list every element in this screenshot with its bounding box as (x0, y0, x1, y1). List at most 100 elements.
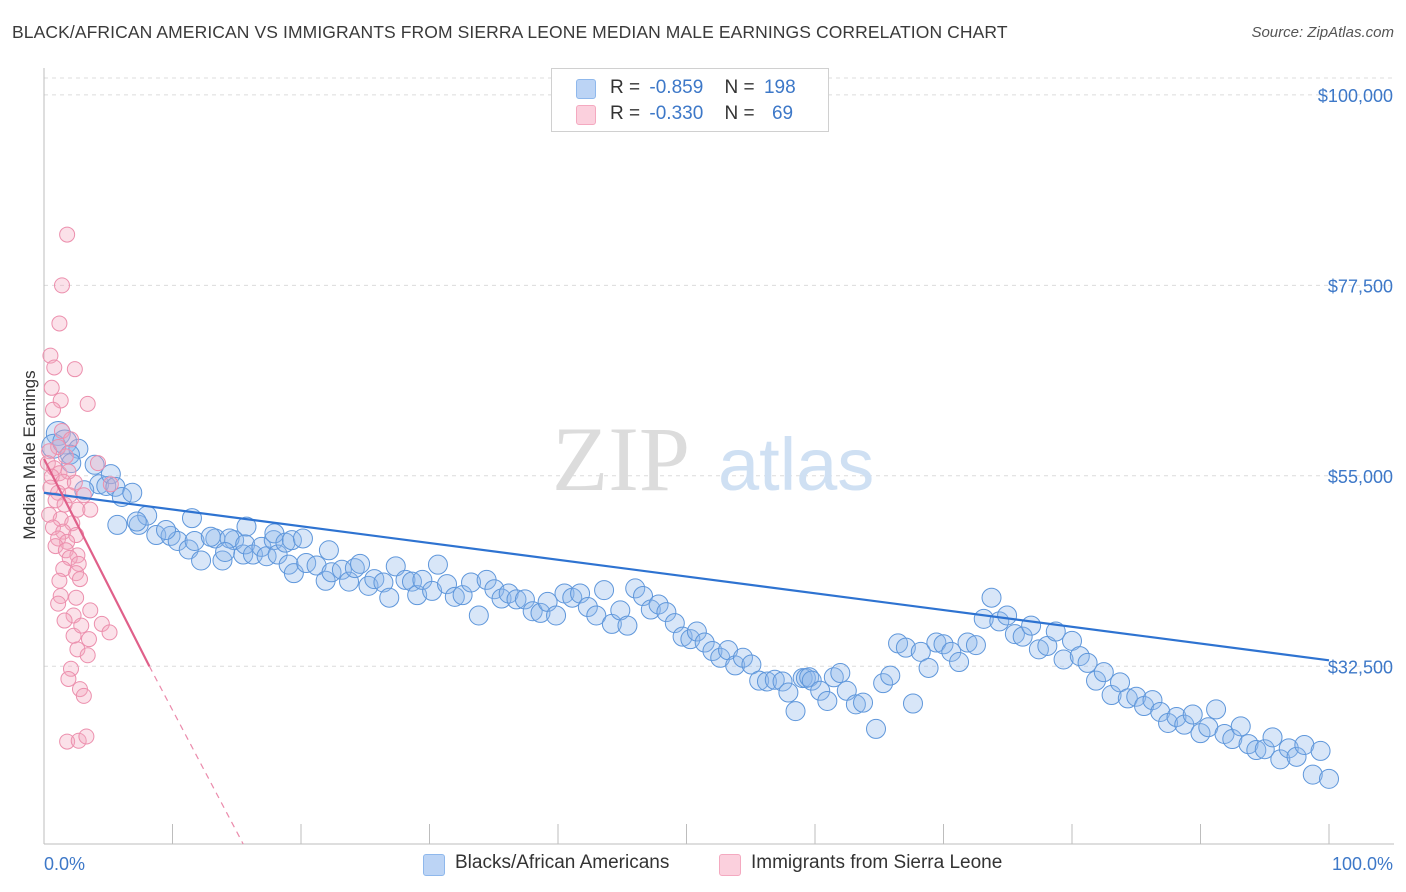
data-point-sierra-leone (59, 733, 76, 750)
data-point-sierra-leone (55, 560, 72, 577)
data-point-blacks (749, 670, 770, 691)
correlation-legend: R = -0.859 N = 198 R = -0.330 N = 69 (551, 68, 829, 132)
data-point-blacks (1294, 734, 1315, 755)
data-point-blacks (107, 514, 128, 535)
data-point-blacks (89, 474, 110, 495)
data-point-blacks (1110, 672, 1131, 693)
data-point-sierra-leone (82, 501, 99, 518)
data-point-blacks (331, 559, 352, 580)
data-point-blacks (546, 605, 567, 626)
data-point-sierra-leone (53, 277, 70, 294)
data-point-blacks (764, 669, 785, 690)
data-point-blacks (625, 578, 646, 599)
data-point-blacks (772, 671, 793, 692)
data-point-sierra-leone (73, 617, 90, 634)
chart-title: BLACK/AFRICAN AMERICAN VS IMMIGRANTS FRO… (12, 22, 1008, 42)
data-point-blacks (156, 519, 177, 540)
data-point-blacks (902, 693, 923, 714)
data-point-blacks (586, 605, 607, 626)
legend-label-sierra-leone: Immigrants from Sierra Leone (751, 852, 1003, 873)
n-value-sierra-leone: 69 (771, 103, 794, 124)
data-point-blacks (949, 652, 970, 673)
x-tick-label: 0.0% (44, 854, 85, 874)
data-point-blacks (530, 602, 551, 623)
data-point-blacks (350, 553, 371, 574)
data-point-sierra-leone (101, 624, 118, 641)
data-point-blacks (452, 585, 473, 606)
data-point-blacks (957, 632, 978, 653)
data-point-blacks (933, 634, 954, 655)
data-point-blacks (281, 530, 302, 551)
series-blacks-points (41, 420, 1339, 789)
data-point-sierra-leone (50, 595, 67, 612)
data-point-sierra-leone (44, 401, 61, 418)
data-point-blacks (656, 602, 677, 623)
legend-label-blacks: Blacks/African Americans (455, 852, 670, 873)
data-point-blacks (506, 589, 527, 610)
data-point-sierra-leone (82, 602, 99, 619)
data-point-blacks (1086, 670, 1107, 691)
data-point-blacks (895, 637, 916, 658)
data-point-blacks (1150, 701, 1171, 722)
y-tick-label: $77,500 (1328, 276, 1393, 296)
series-sierra-leone-points (39, 226, 119, 750)
data-point-blacks (725, 655, 746, 676)
data-point-blacks (965, 635, 986, 656)
n-label: N = (724, 77, 755, 98)
tick-labels: $32,500 $55,000 $77,500 $100,000 0.0% 100.0% (44, 86, 1393, 874)
data-point-sierra-leone (78, 728, 95, 745)
data-point-blacks (379, 587, 400, 608)
data-point-blacks (1310, 740, 1331, 761)
data-point-blacks (941, 641, 962, 662)
r-label: R = (610, 103, 641, 124)
data-point-blacks (215, 541, 236, 562)
data-point-blacks (122, 482, 143, 503)
data-point-blacks (686, 621, 707, 642)
data-point-sierra-leone (89, 455, 106, 472)
y-tick-label: $55,000 (1328, 467, 1393, 487)
data-point-blacks (1069, 646, 1090, 667)
data-point-sierra-leone (46, 359, 63, 376)
data-point-blacks (126, 511, 147, 532)
data-point-sierra-leone (60, 670, 77, 687)
data-point-sierra-leone (71, 571, 88, 588)
data-point-sierra-leone (43, 379, 60, 396)
data-point-blacks (918, 657, 939, 678)
y-axis-title: Median Male Earnings (20, 370, 39, 539)
data-point-blacks (251, 536, 272, 557)
watermark-atlas: atlas (718, 423, 874, 506)
data-point-sierra-leone (51, 572, 68, 589)
data-point-blacks (845, 694, 866, 715)
data-point-blacks (732, 647, 753, 668)
data-point-blacks (491, 588, 512, 609)
data-point-blacks (385, 556, 406, 577)
data-point-blacks (1045, 621, 1066, 642)
data-point-sierra-leone (56, 612, 73, 629)
data-point-blacks (236, 516, 257, 537)
data-point-blacks (1262, 727, 1283, 748)
data-point-blacks (1101, 685, 1122, 706)
data-point-blacks (926, 632, 947, 653)
y-tick-label: $100,000 (1318, 86, 1393, 106)
data-point-blacks (1021, 615, 1042, 636)
legend-swatch-pink (719, 854, 741, 876)
legend-swatch-pink (576, 105, 596, 125)
data-point-blacks (444, 586, 465, 607)
n-label: N = (724, 103, 755, 124)
data-point-blacks (785, 701, 806, 722)
data-point-blacks (200, 526, 221, 547)
data-point-blacks (910, 641, 931, 662)
data-point-blacks (1182, 704, 1203, 725)
data-point-blacks (318, 540, 339, 561)
data-point-sierra-leone (66, 361, 83, 378)
data-point-sierra-leone (102, 476, 119, 493)
legend-swatch-blue (576, 79, 596, 99)
data-point-blacks (267, 544, 288, 565)
data-point-blacks (1286, 746, 1307, 767)
data-point-blacks (427, 554, 448, 575)
data-point-sierra-leone (70, 732, 87, 749)
data-point-blacks (437, 574, 458, 595)
data-point-blacks (407, 585, 428, 606)
data-point-blacks (401, 571, 422, 592)
